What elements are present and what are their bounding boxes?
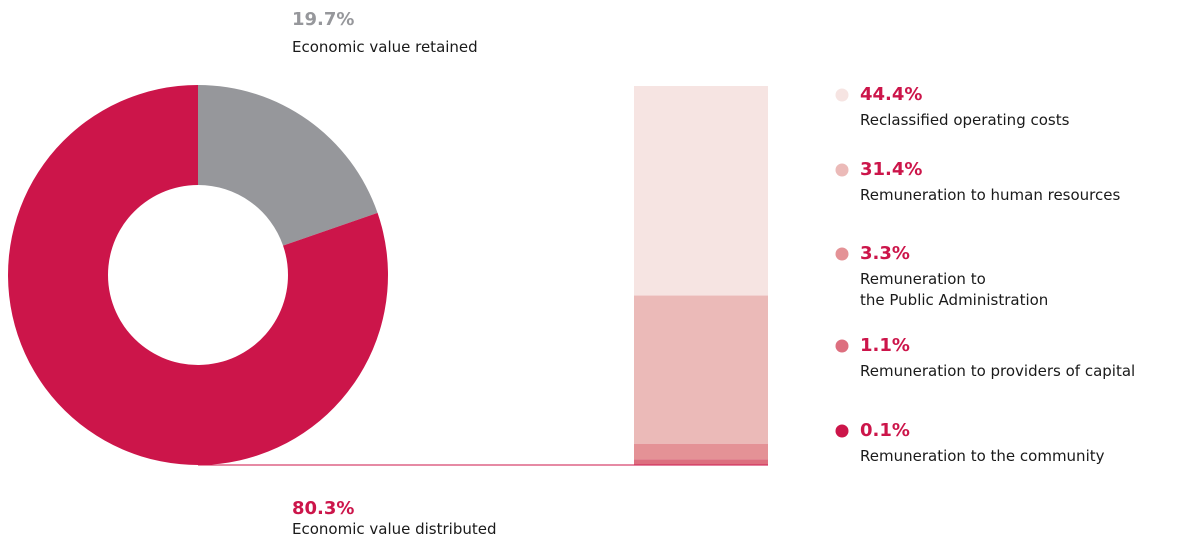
bar-segment-4	[634, 464, 768, 466]
bar-segment-1	[634, 295, 768, 444]
legend-dot-1	[835, 163, 849, 177]
legend-percent-4: 0.1%	[860, 420, 910, 441]
legend-label-2: Remuneration to	[860, 270, 986, 288]
legend-label-3: Remuneration to providers of capital	[860, 362, 1135, 380]
donut-slice-1	[8, 85, 388, 465]
legend-percent-3: 1.1%	[860, 335, 910, 356]
legend-percent-1: 31.4%	[860, 159, 922, 180]
donut-chart	[8, 85, 388, 465]
legend-label-1: Remuneration to human resources	[860, 186, 1120, 204]
legend-label-4: Remuneration to the community	[860, 447, 1105, 465]
legend-label-0: Reclassified operating costs	[860, 111, 1070, 129]
legend-dot-2	[835, 247, 849, 261]
legend: 44.4% Reclassified operating costs 31.4% Re…	[835, 84, 1135, 465]
legend-percent-2: 3.3%	[860, 243, 910, 264]
bar-segment-0	[634, 86, 768, 296]
stacked-bar	[634, 86, 768, 466]
bar-segment-3	[634, 459, 768, 465]
distributed-percent: 80.3%	[292, 498, 354, 519]
distributed-label: Economic value distributed	[292, 520, 497, 538]
legend-dot-3	[835, 339, 849, 353]
legend-percent-0: 44.4%	[860, 84, 922, 105]
bar-segment-2	[634, 443, 768, 460]
legend-dot-4	[835, 424, 849, 438]
retained-percent: 19.7%	[292, 9, 354, 30]
donut-slice-0	[198, 85, 378, 246]
legend-dot-0	[835, 88, 849, 102]
legend-label-2: the Public Administration	[860, 291, 1048, 309]
retained-label: Economic value retained	[292, 38, 478, 56]
